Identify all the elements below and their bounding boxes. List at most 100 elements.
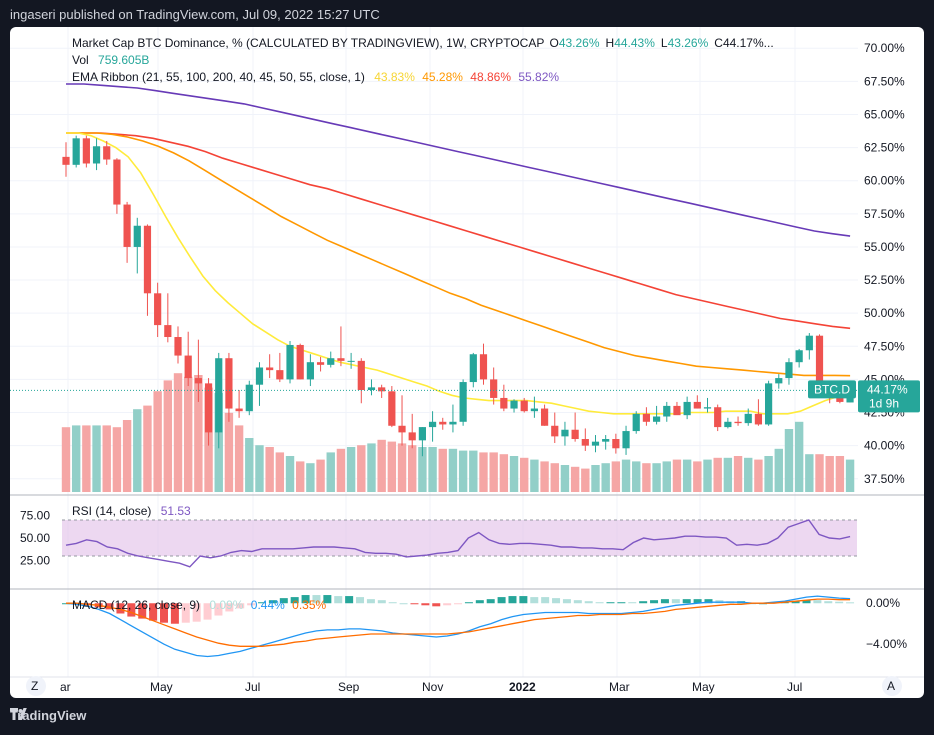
candle-body[interactable] — [602, 439, 610, 442]
candle-body[interactable] — [836, 396, 844, 402]
candle-body[interactable] — [642, 413, 651, 422]
candle-body[interactable] — [347, 360, 355, 362]
candle-body[interactable] — [490, 379, 498, 398]
macd-histogram-bar — [813, 600, 822, 604]
candle-body[interactable] — [225, 358, 233, 409]
macd-histogram-bar — [682, 599, 691, 604]
candle-body[interactable] — [714, 407, 722, 428]
macd-legend[interactable]: MACD (12, 26, close, 9) 0.09% 0.44% 0.35… — [72, 598, 326, 612]
candle-body[interactable] — [775, 378, 783, 384]
candle-body[interactable] — [164, 325, 172, 338]
candle-body[interactable] — [408, 432, 416, 441]
macd-histogram-bar — [160, 603, 169, 623]
candle-body[interactable] — [571, 429, 579, 440]
candle-body[interactable] — [388, 391, 396, 426]
candle-body[interactable] — [591, 441, 600, 446]
candle-body[interactable] — [255, 367, 264, 385]
candle-body[interactable] — [327, 358, 335, 365]
candle-body[interactable] — [703, 407, 712, 409]
macd-histogram-bar — [660, 599, 669, 604]
candle-body[interactable] — [398, 425, 406, 433]
candle-body[interactable] — [734, 421, 742, 424]
candle-body[interactable] — [154, 293, 162, 326]
candle-body[interactable] — [520, 400, 528, 412]
zoom-z-label: Z — [31, 679, 38, 693]
volume-bar — [815, 454, 824, 492]
candle-body[interactable] — [266, 367, 274, 371]
candle-body[interactable] — [357, 360, 365, 391]
candle-body[interactable] — [551, 425, 559, 437]
macd-histogram-bar — [366, 599, 375, 604]
candle-body[interactable] — [500, 397, 508, 409]
candle-body[interactable] — [632, 413, 640, 432]
candle-body[interactable] — [428, 421, 437, 428]
candle-body[interactable] — [194, 378, 202, 384]
symbol-badge[interactable] — [808, 380, 856, 399]
candle-body[interactable] — [296, 344, 304, 380]
candle-body[interactable] — [469, 354, 477, 383]
candle-body[interactable] — [754, 413, 763, 425]
candle-body[interactable] — [561, 429, 569, 437]
candle-body[interactable] — [479, 354, 488, 380]
symbol-legend[interactable]: Market Cap BTC Dominance, % (CALCULATED … — [72, 36, 774, 50]
auto-scale-button[interactable] — [882, 676, 902, 696]
candle-body[interactable] — [286, 344, 294, 380]
candle-body[interactable] — [663, 405, 671, 417]
candle-body[interactable] — [622, 431, 630, 449]
ema-ribbon-legend[interactable]: EMA Ribbon (21, 55, 100, 200, 40, 45, 50… — [72, 70, 559, 84]
candle-body[interactable] — [143, 225, 152, 294]
price-badge[interactable] — [858, 380, 920, 413]
candle-body[interactable] — [378, 387, 386, 392]
candle-body[interactable] — [204, 383, 213, 433]
candle-body[interactable] — [795, 350, 803, 363]
candle-body[interactable] — [367, 387, 376, 391]
candle-body[interactable] — [785, 362, 793, 379]
candle-body[interactable] — [62, 156, 70, 165]
candle-body[interactable] — [673, 405, 681, 416]
volume-bar — [703, 459, 712, 492]
candle-body[interactable] — [276, 370, 284, 380]
candle-body[interactable] — [744, 413, 752, 424]
candle-body[interactable] — [215, 358, 223, 433]
candle-body[interactable] — [337, 358, 345, 361]
candle-body[interactable] — [133, 225, 141, 247]
candle-body[interactable] — [724, 421, 732, 428]
candle-body[interactable] — [82, 138, 90, 164]
candle-body[interactable] — [92, 146, 101, 164]
volume-legend[interactable]: Vol 759.605B — [72, 53, 149, 67]
candle-body[interactable] — [764, 383, 773, 425]
candle-body[interactable] — [72, 138, 80, 165]
candle-body[interactable] — [815, 335, 824, 394]
candle-body[interactable] — [805, 335, 813, 351]
candle-body[interactable] — [449, 421, 457, 425]
candle-body[interactable] — [540, 408, 549, 426]
macd-histogram-bar — [791, 601, 800, 604]
candle-body[interactable] — [439, 421, 447, 425]
chart-canvas[interactable]: 70.00% 67.50% 65.00% 62.50% 60.00% 57.50% 55.0… — [10, 27, 924, 698]
candle-body[interactable] — [693, 401, 701, 409]
candle-body[interactable] — [306, 362, 314, 380]
zoom-z-button[interactable] — [26, 676, 46, 696]
candle-body[interactable] — [123, 204, 131, 247]
candle-body[interactable] — [459, 382, 467, 422]
candle-body[interactable] — [245, 384, 253, 412]
candle-body[interactable] — [184, 355, 192, 379]
tradingview-brand[interactable]: TradingView — [10, 708, 86, 723]
candle-body[interactable] — [652, 416, 661, 422]
chart-panel[interactable]: 70.00% 67.50% 65.00% 62.50% 60.00% 57.50% 55.0… — [10, 27, 924, 698]
candle-body[interactable] — [113, 159, 121, 205]
volume-bar — [397, 443, 407, 492]
macd-histogram-bar — [650, 600, 659, 604]
candle-body[interactable] — [510, 400, 518, 409]
candle-body[interactable] — [581, 439, 589, 446]
candle-body[interactable] — [530, 408, 538, 412]
candle-body[interactable] — [103, 146, 111, 160]
rsi-legend[interactable]: RSI (14, close) 51.53 — [72, 504, 191, 518]
candle-body[interactable] — [174, 337, 182, 356]
candle-body[interactable] — [683, 401, 691, 416]
candle-body[interactable] — [418, 427, 426, 441]
candle-body[interactable] — [612, 439, 620, 449]
candle-body[interactable] — [316, 362, 325, 365]
rsi-tick-label: 75.00 — [20, 509, 50, 523]
candle-body[interactable] — [235, 408, 243, 412]
